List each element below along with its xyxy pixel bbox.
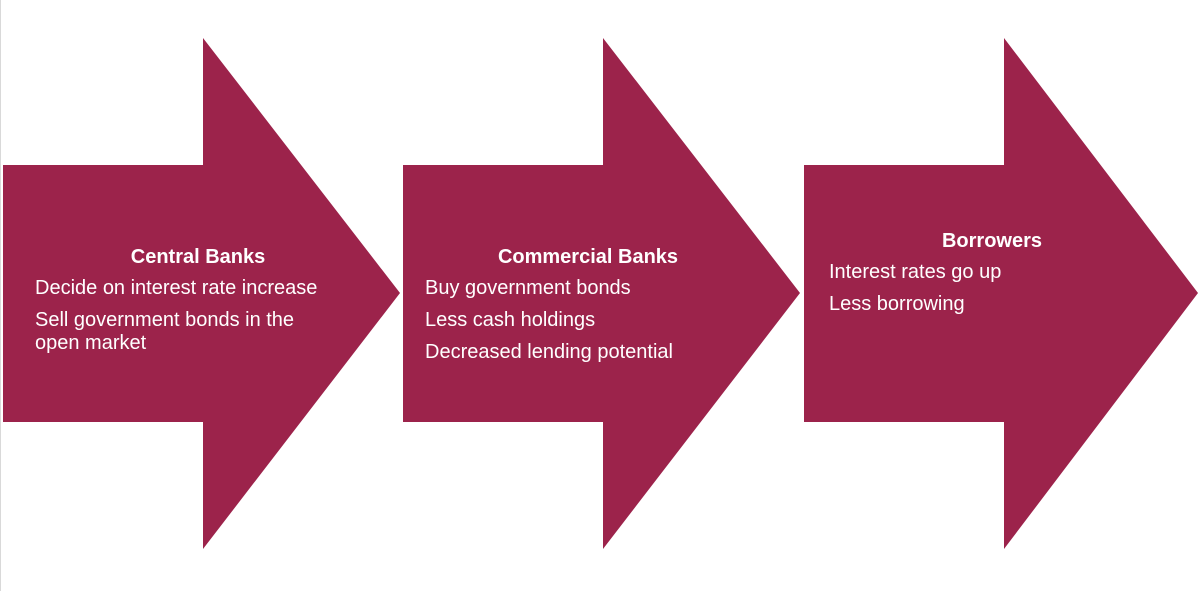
step-item: Less cash holdings — [425, 309, 596, 331]
step-borrowers: Borrowers Interest rates go up Less borr… — [829, 230, 1159, 325]
arrow-borrowers — [804, 38, 1198, 549]
step-title: Borrowers — [941, 230, 1043, 252]
step-item: Buy government bonds — [425, 277, 631, 299]
arrow-commercial-banks — [403, 38, 800, 549]
step-item: Less borrowing — [829, 293, 965, 315]
step-title: Commercial Banks — [497, 246, 679, 268]
step-commercial-banks: Commercial Banks Buy government bonds Le… — [425, 246, 755, 373]
step-item: Decreased lending potential — [425, 341, 673, 363]
step-item: Decide on interest rate increase — [35, 277, 318, 299]
arrow-central-banks — [3, 38, 400, 549]
step-title: Central Banks — [130, 246, 266, 268]
page-left-border — [0, 0, 1, 591]
step-central-banks: Central Banks Decide on interest rate in… — [35, 246, 360, 364]
step-item: Interest rates go up — [829, 261, 1002, 283]
step-item: Sell government bonds in the open market — [35, 309, 295, 354]
